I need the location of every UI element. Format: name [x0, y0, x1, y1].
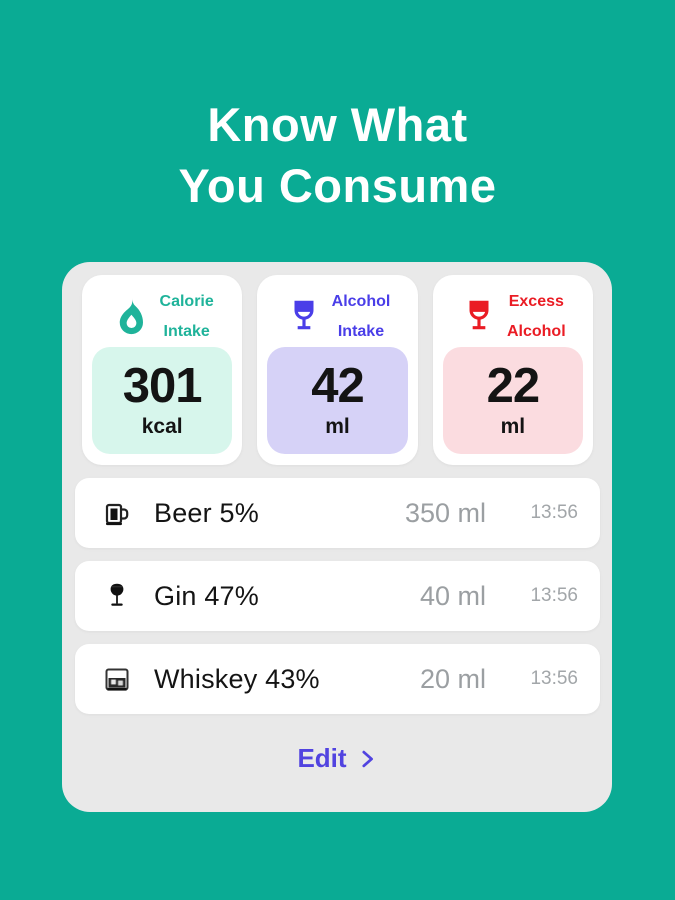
- chevron-right-icon: [356, 748, 378, 770]
- summary-cards: Calorie Intake 301 kcal: [75, 275, 600, 465]
- excess-value-box: 22 ml: [442, 347, 583, 454]
- drink-name: Whiskey 43%: [154, 663, 320, 694]
- summary-card-calorie-intake: Calorie Intake 301 kcal: [82, 275, 243, 465]
- calorie-value-box: 301 kcal: [92, 347, 233, 454]
- page-title: Know What You Consume: [0, 94, 675, 216]
- summary-card-excess-alcohol: Excess Alcohol 22 ml: [432, 275, 593, 465]
- edit-button[interactable]: Edit: [75, 743, 600, 774]
- alcohol-card-header: Alcohol Intake: [267, 287, 407, 347]
- calorie-unit: kcal: [141, 415, 183, 439]
- calorie-card-label: Calorie Intake: [159, 293, 214, 341]
- page-title-line2: You Consume: [178, 159, 497, 212]
- excess-value: 22: [486, 359, 541, 414]
- calorie-card-header: Calorie Intake: [92, 287, 232, 347]
- alcohol-card-label: Alcohol Intake: [331, 293, 391, 341]
- drink-entry-gin[interactable]: Gin 47% 40 ml 13:56: [75, 561, 600, 631]
- drink-time: 13:56: [530, 502, 578, 523]
- wine-glass-icon: [285, 296, 323, 339]
- excess-card-label: Excess Alcohol: [506, 293, 566, 341]
- page-title-line1: Know What: [207, 98, 468, 151]
- wine-glass-icon: [460, 296, 498, 339]
- alcohol-value-box: 42 ml: [267, 347, 408, 454]
- edit-button-label: Edit: [297, 743, 347, 773]
- excess-unit: ml: [500, 415, 526, 439]
- drink-amount: 350 ml: [404, 497, 486, 528]
- drink-entry-beer[interactable]: Beer 5% 350 ml 13:56: [75, 478, 600, 548]
- drink-amount: 40 ml: [419, 580, 486, 611]
- beer-mug-icon: [100, 496, 134, 530]
- calorie-value: 301: [122, 359, 203, 414]
- whiskey-glass-icon: [100, 662, 134, 696]
- drink-entry-whiskey[interactable]: Whiskey 43% 20 ml 13:56: [75, 644, 600, 714]
- drink-time: 13:56: [530, 668, 578, 689]
- wine-glass-icon: [100, 579, 134, 613]
- drink-amount: 20 ml: [419, 663, 486, 694]
- alcohol-unit: ml: [325, 415, 350, 439]
- alcohol-value: 42: [311, 359, 365, 414]
- drink-name: Gin 47%: [154, 580, 259, 611]
- drink-time: 13:56: [530, 585, 578, 606]
- consumption-panel: Calorie Intake 301 kcal: [62, 262, 612, 812]
- excess-card-header: Excess Alcohol: [443, 287, 583, 347]
- flame-icon: [111, 295, 151, 340]
- drink-name: Beer 5%: [154, 497, 259, 528]
- summary-card-alcohol-intake: Alcohol Intake 42 ml: [257, 275, 418, 465]
